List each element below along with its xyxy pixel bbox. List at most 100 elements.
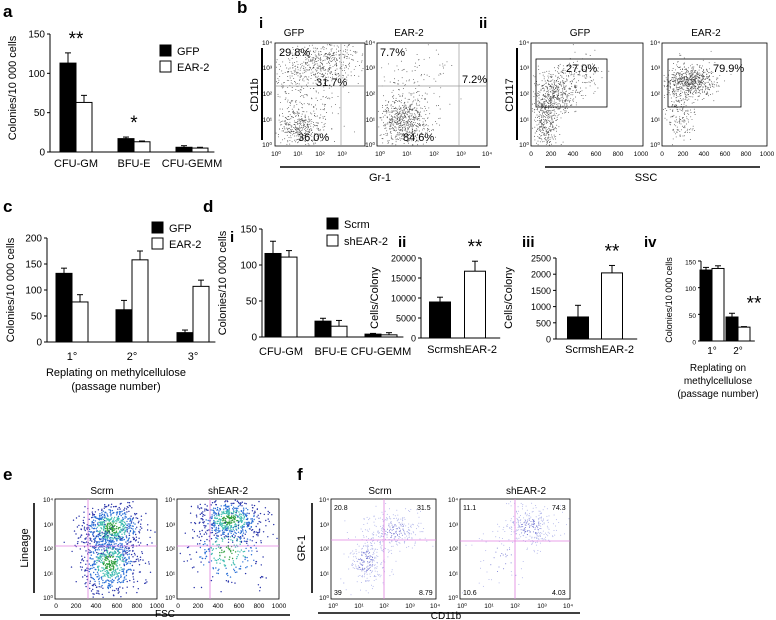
- b-event-dot: [537, 107, 539, 109]
- b-event-dot: [292, 62, 294, 64]
- b-event-dot: [397, 117, 399, 119]
- b-event-dot: [302, 111, 304, 113]
- b-event-dot: [552, 97, 553, 98]
- b-event-dot: [407, 101, 409, 103]
- b-event-dot: [323, 129, 325, 131]
- b-event-dot: [291, 72, 293, 74]
- b-event-dot: [327, 54, 329, 56]
- d-iv-bar-scrm-1: [725, 316, 739, 342]
- b-event-dot: [304, 50, 306, 52]
- e-event-dot: [127, 538, 130, 540]
- b-event-dot: [542, 110, 544, 112]
- e-event-dot: [98, 577, 101, 579]
- b-event-dot: [387, 140, 389, 142]
- b-event-dot: [327, 56, 329, 58]
- b-ytick: 10⁴: [650, 40, 660, 47]
- e-event-dot: [126, 543, 128, 545]
- b-event-dot: [559, 99, 561, 101]
- e-event-dot: [123, 573, 125, 575]
- b-event-dot: [286, 134, 288, 136]
- b-event-dot: [590, 77, 591, 78]
- b-event-dot: [323, 74, 325, 76]
- b-event-dot: [393, 115, 395, 117]
- b-event-dot: [555, 142, 557, 144]
- b-event-dot: [324, 59, 326, 61]
- e-event-dot: [138, 564, 141, 566]
- b-event-dot: [291, 116, 293, 118]
- b-event-dot: [690, 70, 692, 71]
- b-event-dot: [301, 107, 303, 109]
- b-event-dot: [323, 48, 325, 50]
- b-event-dot: [682, 135, 684, 137]
- b-event-dot: [539, 91, 541, 93]
- b-event-dot: [557, 66, 559, 68]
- b-event-dot: [709, 79, 711, 81]
- b-event-dot: [546, 90, 548, 92]
- b-event-dot: [584, 77, 586, 79]
- b-event-dot: [550, 105, 552, 106]
- b-event-dot: [323, 76, 325, 78]
- b-event-dot: [536, 142, 537, 144]
- b-event-dot: [546, 122, 548, 124]
- b-event-dot: [422, 124, 424, 126]
- b-event-dot: [389, 124, 391, 126]
- b-event-dot: [339, 74, 341, 76]
- b-event-dot: [697, 84, 699, 86]
- b-event-dot: [287, 131, 289, 133]
- b-event-dot: [555, 135, 557, 137]
- b-event-dot: [412, 125, 414, 127]
- b-event-dot: [673, 74, 675, 76]
- e-event-dot: [132, 556, 134, 558]
- b-event-dot: [404, 117, 406, 118]
- b-event-dot: [555, 91, 557, 93]
- b-event-dot: [551, 134, 553, 136]
- b-event-dot: [303, 65, 305, 67]
- b-event-dot: [677, 110, 679, 112]
- b-event-dot: [551, 83, 553, 85]
- d-iii-category-label: Scrm: [565, 344, 591, 356]
- e-event-dot: [82, 560, 85, 562]
- e-event-dot: [148, 563, 150, 565]
- b-event-dot: [294, 62, 296, 64]
- b-event-dot: [307, 102, 309, 104]
- b-event-dot: [325, 118, 327, 120]
- e-event-dot: [117, 533, 119, 536]
- b-event-dot: [281, 124, 283, 126]
- b-event-dot: [308, 69, 310, 71]
- e-event-dot: [111, 580, 113, 582]
- b-plot-gfp-ssc-frame: [530, 42, 644, 147]
- e-event-dot: [113, 554, 115, 556]
- b-event-dot: [287, 106, 289, 108]
- b-event-dot: [287, 58, 289, 60]
- b-event-dot: [690, 85, 692, 87]
- b-event-dot: [345, 49, 347, 51]
- b-event-dot: [573, 73, 575, 75]
- b-event-dot: [682, 98, 684, 100]
- e-event-dot: [126, 563, 128, 566]
- b-event-dot: [288, 137, 290, 139]
- b-event-dot: [313, 50, 315, 52]
- b-event-dot: [314, 114, 316, 116]
- b-event-dot: [402, 133, 403, 135]
- b-event-dot: [413, 119, 415, 121]
- b-event-dot: [416, 111, 418, 113]
- b-event-dot: [685, 131, 686, 133]
- e-event-dot: [138, 560, 140, 562]
- b-event-dot: [708, 79, 710, 81]
- b-event-dot: [549, 81, 551, 82]
- b-event-dot: [381, 138, 383, 140]
- e-event-dot: [118, 581, 120, 583]
- b-event-dot: [672, 111, 674, 112]
- d-iii-category-label: shEAR-2: [590, 344, 634, 356]
- b-event-dot: [312, 67, 314, 69]
- b-event-dot: [566, 75, 568, 77]
- b-event-dot: [675, 92, 677, 94]
- b-event-dot: [542, 117, 544, 119]
- panel-b-flow-plots: i ii GFP EAR-2 GFP EAR-2 29.8% 31.7% 36.…: [249, 15, 775, 184]
- b-event-dot: [391, 123, 393, 125]
- b-event-dot: [577, 74, 579, 76]
- d-i-bar-shear-2-2: [380, 334, 398, 338]
- e-event-dot: [101, 584, 103, 587]
- b-event-dot: [536, 129, 538, 130]
- b-event-dot: [394, 110, 396, 112]
